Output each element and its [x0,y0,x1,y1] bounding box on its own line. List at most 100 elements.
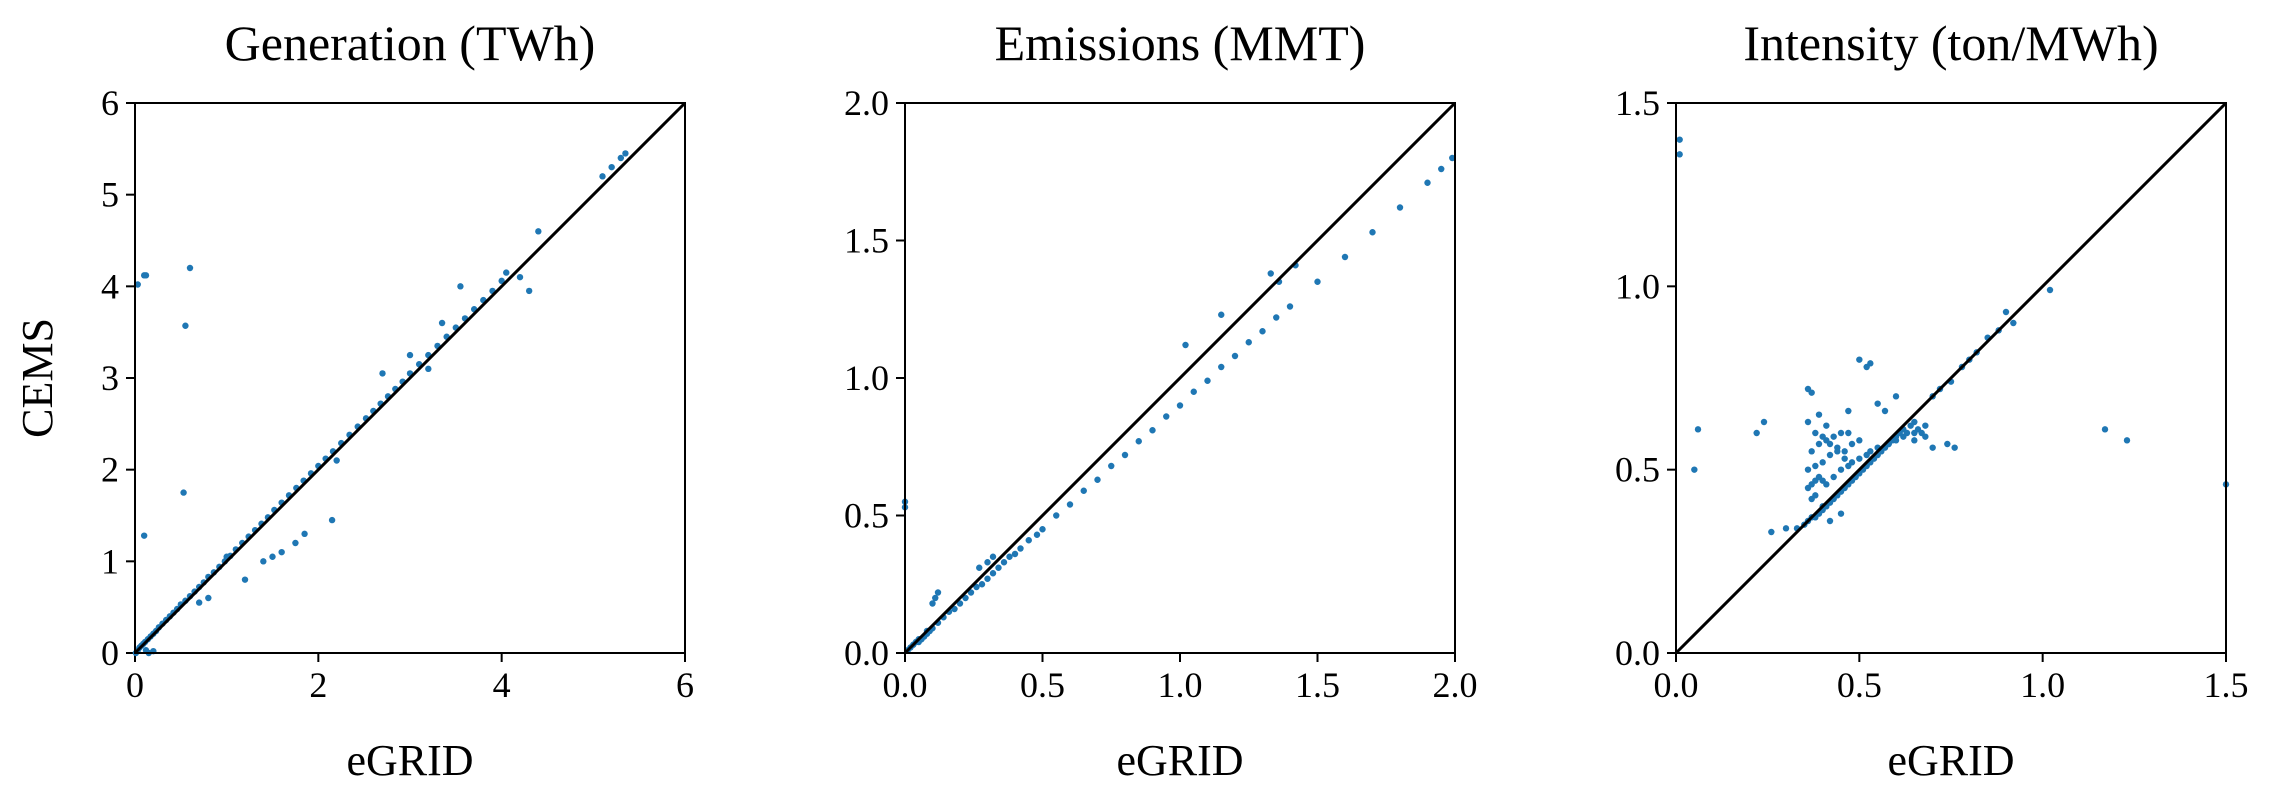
x-tick-label: 1.0 [1158,665,1203,705]
data-point [1396,204,1404,211]
data-point [1808,389,1815,396]
data-point [951,605,958,613]
data-point [1753,429,1760,437]
data-point [498,277,505,285]
data-point [1863,363,1870,371]
data-point [241,576,249,583]
data-point [1819,459,1826,466]
data-point [1826,440,1834,448]
data-point [1845,407,1852,415]
data-points [901,154,1456,654]
data-point [984,575,991,582]
y-tick-label: 6 [101,83,119,123]
data-point [617,154,625,162]
data-point [1834,448,1841,455]
data-point [1449,154,1456,162]
data-point [1033,531,1041,538]
data-point [134,281,141,288]
data-point [1676,136,1683,143]
data-point [1830,473,1837,481]
y-tick-label: 1.0 [844,358,889,398]
x-tick-label: 0.5 [1020,665,1065,705]
plot-frame [904,102,1456,654]
x-tick-label: 0.0 [883,665,928,705]
identity-line [133,101,687,655]
data-point [1121,451,1129,459]
data-point [195,599,203,606]
data-point [328,516,336,524]
data-point [269,553,276,560]
data-point [1804,466,1812,473]
data-point [1204,377,1211,384]
data-point [186,264,194,272]
ticks: 0.0 0.5 1.0 1.5 2.0 0.0 0.5 1.0 1.5 2.0 [844,83,1478,705]
y-tick-label: 1.5 [844,221,889,261]
y-tick-label: 2 [101,450,119,490]
data-point [438,319,446,327]
ticks: 0 2 4 6 0 1 2 3 4 5 6 [101,83,694,705]
data-point [535,228,542,235]
data-point [984,559,991,566]
data-point [929,600,936,607]
data-point [140,532,148,539]
data-point [1881,407,1889,415]
data-point [608,163,615,171]
data-point [1911,429,1918,437]
data-point [1823,422,1830,429]
chart-title: Intensity (ton/MWh) [1743,15,2158,71]
data-point [1231,352,1239,360]
data-point [1856,437,1863,444]
x-axis-label: eGRID [1887,736,2014,785]
data-points [1676,136,2230,536]
data-point [2123,437,2131,444]
data-point [1826,451,1834,459]
data-point [1000,559,1008,566]
data-point [1190,388,1197,395]
data-point [142,272,150,279]
data-point [1848,459,1856,466]
y-tick-label: 0.0 [1615,633,1660,673]
data-point [1922,422,1929,429]
data-point [2101,426,2109,433]
data-point [1874,400,1881,407]
data-point [1094,476,1101,483]
data-point [1815,411,1823,418]
data-point [1892,393,1900,400]
data-point [142,647,150,654]
data-point [1856,455,1863,462]
y-tick-label: 1.5 [1615,83,1660,123]
data-point [1837,429,1845,437]
data-point [1812,492,1819,499]
data-point [1176,402,1184,409]
x-tick-label: 6 [676,665,694,705]
data-point [205,594,212,602]
data-point [967,589,975,596]
data-point [425,365,432,373]
data-point [182,322,189,329]
data-point [1424,179,1431,186]
plot-frame [1675,102,2227,654]
data-point [2002,308,2010,316]
y-tick-label: 3 [101,358,119,398]
y-tick-label: 1 [101,541,119,581]
data-point [333,457,340,464]
data-point [525,287,533,295]
panel-generation: Generation (TWh) eGRID CEMS 0 2 4 6 0 1 2 3 4 5 6 [13,15,694,785]
data-point [962,594,969,602]
data-point [1267,270,1274,277]
data-point [932,594,939,602]
data-point [1066,501,1074,508]
data-point [1808,448,1815,455]
data-point [1691,466,1698,473]
data-point [1841,455,1848,462]
data-point [1039,526,1046,533]
data-point [1163,413,1170,420]
data-point [180,489,187,496]
x-tick-label: 0 [126,665,144,705]
data-point [1900,433,1907,440]
data-point [1108,462,1115,470]
data-point [934,589,942,596]
data-point [1837,466,1845,473]
data-point [1812,462,1819,470]
